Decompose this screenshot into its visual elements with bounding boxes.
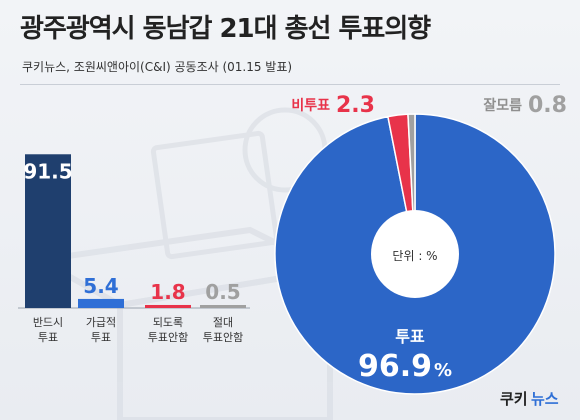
page-subtitle: 쿠키뉴스, 조원씨앤아이(C&I) 공동조사 (01.15 발표) bbox=[22, 60, 293, 74]
pie-center-circle bbox=[371, 210, 459, 298]
bar-category-label-1-line1: 가급적 bbox=[86, 316, 116, 329]
bar-category-label-3-line1: 절대 bbox=[213, 316, 233, 329]
logo-text-2: 뉴스 bbox=[531, 390, 559, 408]
bar-category-label-1-line2: 투표 bbox=[91, 331, 111, 344]
pie-value-vote: 96.9 bbox=[358, 349, 432, 384]
bar-value-label-1: 5.4 bbox=[83, 274, 118, 298]
bar-category-label-0-line1: 반드시 bbox=[33, 316, 63, 329]
bar-value-label-0: 91.5 bbox=[23, 159, 72, 183]
pie-label-vote: 투표 bbox=[395, 327, 425, 346]
bar-3 bbox=[200, 305, 246, 308]
bar-category-label-3-line2: 투표안함 bbox=[203, 331, 243, 344]
bar-1 bbox=[78, 298, 124, 308]
bar-value-label-3: 0.5 bbox=[205, 280, 240, 304]
bar-0 bbox=[25, 154, 71, 308]
bar-category-label-0-line2: 투표 bbox=[38, 331, 58, 344]
pie-value-vote-percent: % bbox=[434, 360, 452, 381]
pie-unit-label: 단위 : % bbox=[392, 249, 437, 263]
bar-category-label-2-line2: 투표안함 bbox=[148, 331, 188, 344]
bar-category-label-2-line1: 되도록 bbox=[153, 316, 183, 329]
pie-label-nonvote: 비투표 bbox=[291, 98, 330, 114]
header-divider bbox=[20, 84, 560, 85]
pie-value-unknown: 0.8 bbox=[528, 93, 567, 118]
pie-label-unknown: 잘모름 bbox=[483, 98, 522, 114]
pie-value-nonvote: 2.3 bbox=[336, 93, 375, 118]
page-title: 광주광역시 동남갑 21대 총선 투표의향 bbox=[20, 14, 431, 44]
bar-2 bbox=[145, 304, 191, 308]
bar-value-label-2: 1.8 bbox=[150, 280, 185, 304]
logo-text-1: 쿠키 bbox=[500, 390, 528, 408]
cookie-news-logo: 쿠키 뉴스 bbox=[500, 390, 559, 408]
